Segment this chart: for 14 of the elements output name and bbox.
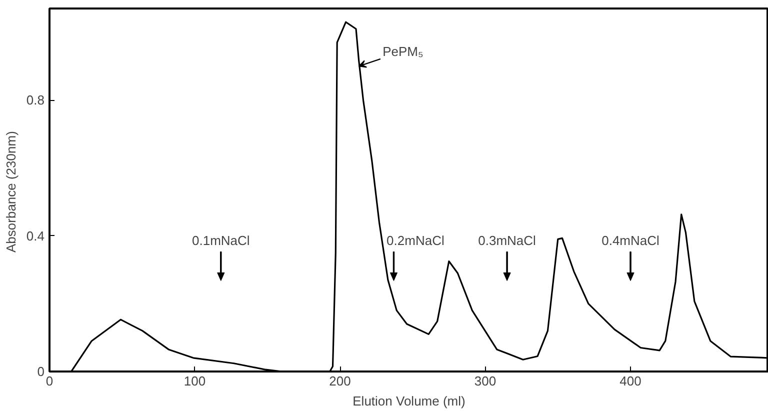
y-axis-title: Absorbance (230nm) <box>3 131 18 253</box>
x-tick-label: 200 <box>329 374 351 388</box>
x-tick-label: 300 <box>474 374 496 388</box>
x-axis-title: Elution Volume (ml) <box>352 394 466 408</box>
y-tick-label: 0.4 <box>26 228 45 244</box>
ref-line-label: 0.3mNaCl <box>478 233 536 248</box>
annotation: PePM₅ <box>382 44 424 59</box>
ref-line-label: 0.2mNaCl <box>386 233 444 248</box>
x-tick-label: 100 <box>184 374 206 388</box>
y-tick-label: 0 <box>37 364 45 379</box>
ref-line-label: 0.4mNaCl <box>602 233 660 248</box>
y-tick-label: 0.8 <box>26 92 45 108</box>
x-tick-label: 400 <box>620 374 642 388</box>
ref-line-label: 0.1mNaCl <box>192 233 250 248</box>
